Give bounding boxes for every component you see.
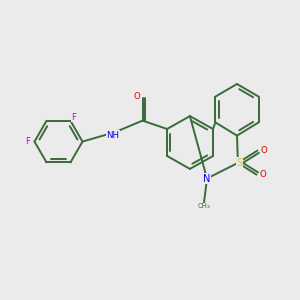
Text: CH₃: CH₃ — [198, 203, 210, 209]
Text: F: F — [26, 137, 30, 146]
Text: O: O — [261, 146, 267, 155]
Text: F: F — [71, 113, 76, 122]
Text: N: N — [203, 173, 211, 184]
Text: O: O — [134, 92, 140, 101]
Text: O: O — [260, 170, 266, 179]
Text: S: S — [236, 158, 242, 168]
Text: NH: NH — [106, 130, 120, 140]
